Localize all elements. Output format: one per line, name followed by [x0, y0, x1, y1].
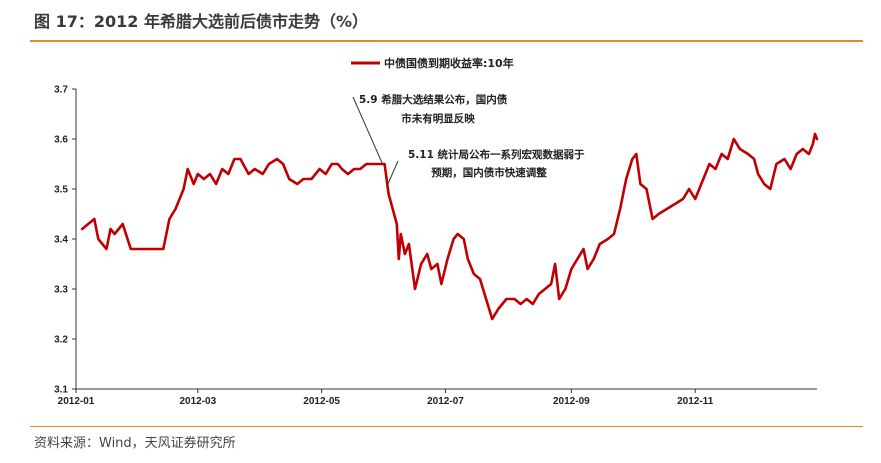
x-tick-label: 2012-11 [677, 396, 714, 407]
title-rule [30, 40, 863, 42]
y-tick-label: 3.6 [54, 135, 68, 146]
y-tick-label: 3.5 [54, 185, 68, 196]
x-tick-label: 2012-07 [427, 396, 464, 407]
y-tick-label: 3.3 [54, 285, 68, 296]
annotation-2-text: 5.11 统计局公布一系列宏观数据弱于 [408, 148, 585, 161]
y-tick-label: 3.2 [54, 335, 68, 346]
annotation-2-text: 预期，国内债市快速调整 [431, 166, 547, 179]
x-tick-label: 2012-03 [179, 396, 216, 407]
legend-label: 中债国债到期收益率:10年 [384, 56, 514, 70]
annotation-2-leader [386, 160, 399, 188]
y-tick-label: 3.4 [54, 235, 68, 246]
footer-rule [30, 426, 863, 427]
x-tick-label: 2012-05 [303, 396, 340, 407]
annotation-1-leader [352, 96, 384, 165]
x-tick-label: 2012-01 [58, 396, 95, 407]
legend: 中债国债到期收益率:10年 [351, 56, 514, 70]
figure-title: 图 17：2012 年希腊大选前后债市走势（%） [34, 12, 368, 31]
series-line [80, 132, 819, 321]
annotation-1-text: 5.9 希腊大选结果公布，国内债 [359, 93, 508, 106]
annotation-1-text: 市未有明显反映 [401, 112, 475, 125]
x-tick-label: 2012-09 [553, 396, 590, 407]
y-tick-label: 3.1 [54, 385, 68, 396]
y-tick-label: 3.7 [54, 85, 68, 96]
source-note: 资料来源：Wind，天风证券研究所 [34, 436, 236, 451]
